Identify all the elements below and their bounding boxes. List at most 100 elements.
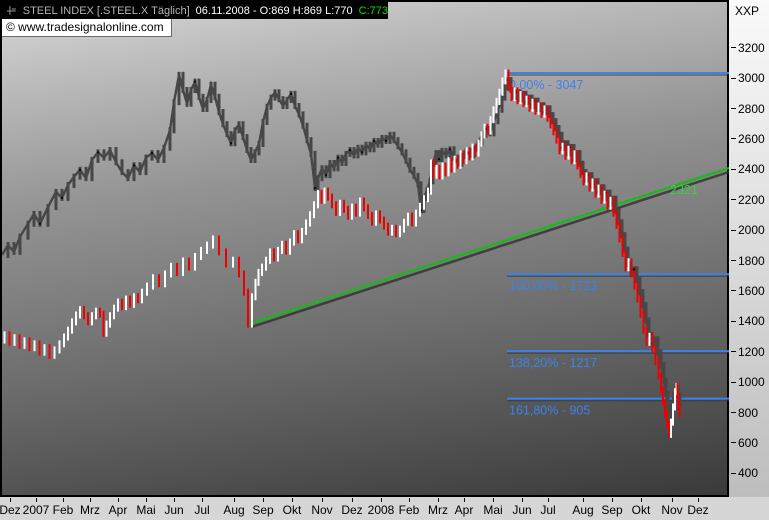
price-axis-tick-label: 1600 [738,283,765,298]
price-axis-tick-label: 1400 [738,314,765,329]
trendline-shadow [250,170,731,329]
tick-dash [731,138,736,140]
time-axis-tick-label: Sep [252,503,274,517]
swing-dot [313,186,317,190]
price-axis-tick-label: 600 [738,435,759,450]
price-chart-area[interactable]: 0,00% - 3047 100,00% - 1723 138,20% - 1217… [0,0,731,499]
chart-title-bar: STEEL INDEX [.STEEL.X Täglich] 06.11.200… [2,2,388,19]
time-axis-tick [409,498,410,502]
price-axis-tick-label: 2200 [738,192,765,207]
time-axis-tick-label: 2008 [367,503,395,517]
time-axis-tick [381,498,382,502]
close-quote: C:773 [358,4,388,17]
swing-dot [384,139,388,143]
tick-dash [731,290,736,292]
time-axis-tick-label: Sep [601,503,623,517]
price-axis-tick-label: 3000 [738,71,765,86]
time-axis-tick [174,498,175,502]
time-axis-tick [583,498,584,502]
price-chart-canvas[interactable]: 0,00% - 3047 100,00% - 1723 138,20% - 1217… [2,2,731,499]
price-axis-tick: 1600 [731,284,765,298]
time-axis-tick-label: Apr [108,503,128,517]
time-axis-tick-label: Mrz [428,503,448,517]
time-axis-tick [118,498,119,502]
time-axis-tick-label: Nov [311,503,333,517]
fib-level-label[interactable]: 161,80% - 905 [509,404,590,418]
swing-dot [78,168,82,172]
time-axis-tick-label: Aug [223,503,245,517]
time-axis[interactable]: Dez 2007 Feb Mrz Apr Mai Jun Jul Aug Sep Okt Nov Dez… [0,497,769,520]
swing-dot [96,151,100,154]
time-axis-tick [612,498,613,502]
price-axis-tick-label: 3200 [738,40,765,55]
tick-dash [731,47,736,49]
swing-dot [632,268,636,271]
swing-dot [348,148,352,152]
tick-dash [731,229,736,231]
price-axis-tick-label: 1200 [738,344,765,359]
tick-dash [731,260,736,262]
trendline[interactable] [247,167,730,326]
swing-dot [360,151,364,154]
time-axis-tick [202,498,203,502]
price-axis-tick: 3200 [731,41,765,55]
swing-dot [38,222,42,225]
time-axis-tick [438,498,439,502]
fib-level-label[interactable]: 0,00% - 3047 [509,78,583,92]
price-axis-tick: 2600 [731,132,765,146]
time-axis-tick [10,498,11,502]
fib-level-label[interactable]: 138,20% - 1217 [509,356,597,370]
time-axis-tick-label: Okt [631,503,651,517]
tick-dash [731,108,736,110]
price-axis-tick-label: 2400 [738,162,765,177]
time-axis-tick [36,498,37,502]
ohlc-quote: 06.11.2008 - O:869 H:869 L:770 [195,4,353,17]
swing-dot [229,142,233,145]
price-axis-tick-label: 1000 [738,375,765,390]
swing-dot [132,164,136,167]
time-axis-tick [292,498,293,502]
price-axis-tick: 2400 [731,162,765,176]
time-axis-tick [464,498,465,502]
tick-dash [731,168,736,170]
time-axis-tick-label: Aug [572,503,594,517]
price-axis-tick-label: 2600 [738,131,765,146]
tick-dash [731,442,736,444]
time-axis-tick [234,498,235,502]
swing-dot [60,196,64,200]
time-axis-tick [522,498,523,502]
time-axis-tick [322,498,323,502]
time-axis-tick-label: Jul [194,503,210,517]
time-axis-tick-label: Feb [398,503,420,517]
time-axis-tick [672,498,673,502]
tick-dash [731,472,736,474]
price-axis-tick-label: 2000 [738,223,765,238]
price-axis-tick: 1200 [731,345,765,359]
fib-level-label[interactable]: 100,00% - 1723 [509,279,597,293]
tick-dash [731,320,736,322]
price-axis-tick: 600 [731,436,758,450]
price-axis-tick-label: 400 [738,466,759,481]
instrument-icon [6,6,16,15]
time-axis-tick [63,498,64,502]
time-axis-tick-label: 2007 [22,503,50,517]
time-axis-tick [698,498,699,502]
time-axis-tick-label: Okt [282,503,302,517]
time-axis-tick-label: Mai [483,503,503,517]
swing-dot [193,80,197,83]
swing-dot [289,92,293,96]
tick-dash [731,412,736,414]
price-axis-tick: 800 [731,406,758,420]
time-axis-tick-label: Feb [52,503,74,517]
time-axis-tick [493,498,494,502]
swing-dot [448,148,452,151]
price-axis[interactable]: XXP 3200 3000 2800 2600 2400 2200 2000 1800 1600… [729,0,769,497]
time-axis-tick [90,498,91,502]
swing-dot [150,151,154,155]
tick-dash [731,381,736,383]
price-axis-tick: 2800 [731,102,765,116]
time-axis-tick-label: Dez [687,503,709,517]
time-axis-tick-label: Mrz [80,503,100,517]
price-axis-tick-label: 2800 [738,101,765,116]
trendline-label[interactable]: 2321 [670,183,698,197]
